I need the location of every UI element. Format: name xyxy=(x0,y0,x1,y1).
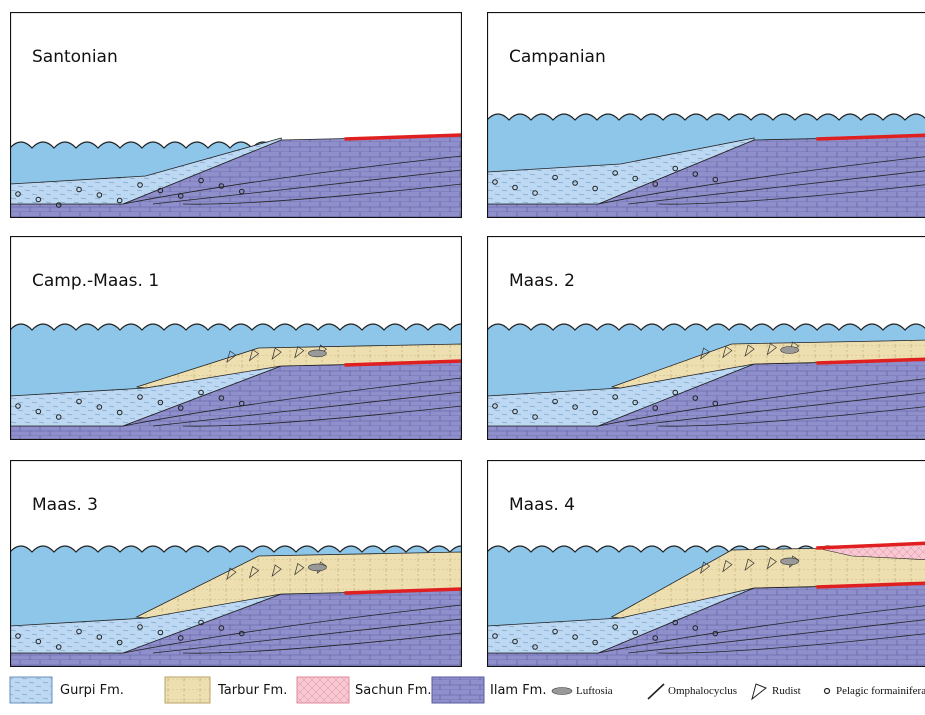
rudist-icon xyxy=(752,684,766,699)
panel-title: Santonian xyxy=(32,47,118,67)
legend: Gurpi Fm. Tarbur Fm. Sachun Fm. Ilam Fm.… xyxy=(10,677,925,703)
luftosia xyxy=(781,347,799,354)
luftosia xyxy=(308,564,326,571)
panels: Santonian Campanian Camp.-Maas. 1 Maas. 2 Ma… xyxy=(10,12,925,667)
omphalocyclus-icon xyxy=(648,684,664,699)
panel-title: Campanian xyxy=(509,47,606,67)
luftosia xyxy=(781,558,799,565)
luftosia xyxy=(308,350,326,357)
legend-label: Omphalocyclus xyxy=(668,685,737,697)
legend-label: Tarbur Fm. xyxy=(217,683,287,698)
panel: Maas. 3 xyxy=(10,460,484,667)
ilam-swatch xyxy=(432,677,484,703)
legend-label: Sachun Fm. xyxy=(355,683,432,698)
legend-label: Pelagic formainifera xyxy=(836,685,925,697)
legend-label: Ilam Fm. xyxy=(490,683,546,698)
panel: Santonian xyxy=(10,12,484,218)
panel-title: Maas. 2 xyxy=(509,271,575,291)
panel: Maas. 4 xyxy=(487,460,925,667)
gurpi-swatch xyxy=(10,677,52,703)
legend-label: Rudist xyxy=(772,685,801,697)
sachun-swatch xyxy=(297,677,349,703)
panel: Camp.-Maas. 1 xyxy=(10,236,484,440)
panel-title: Maas. 3 xyxy=(32,495,98,515)
tarbur-swatch xyxy=(165,677,210,703)
panel: Campanian xyxy=(487,12,925,218)
diagram: Santonian Campanian Camp.-Maas. 1 Maas. 2 Ma… xyxy=(0,0,925,715)
panel: Maas. 2 xyxy=(487,236,925,440)
legend-label: Luftosia xyxy=(576,685,613,697)
panel-title: Camp.-Maas. 1 xyxy=(32,271,159,291)
panel-title: Maas. 4 xyxy=(509,495,575,515)
luftosia-icon xyxy=(552,688,572,695)
legend-label: Gurpi Fm. xyxy=(60,683,124,698)
foram-icon xyxy=(825,689,830,694)
